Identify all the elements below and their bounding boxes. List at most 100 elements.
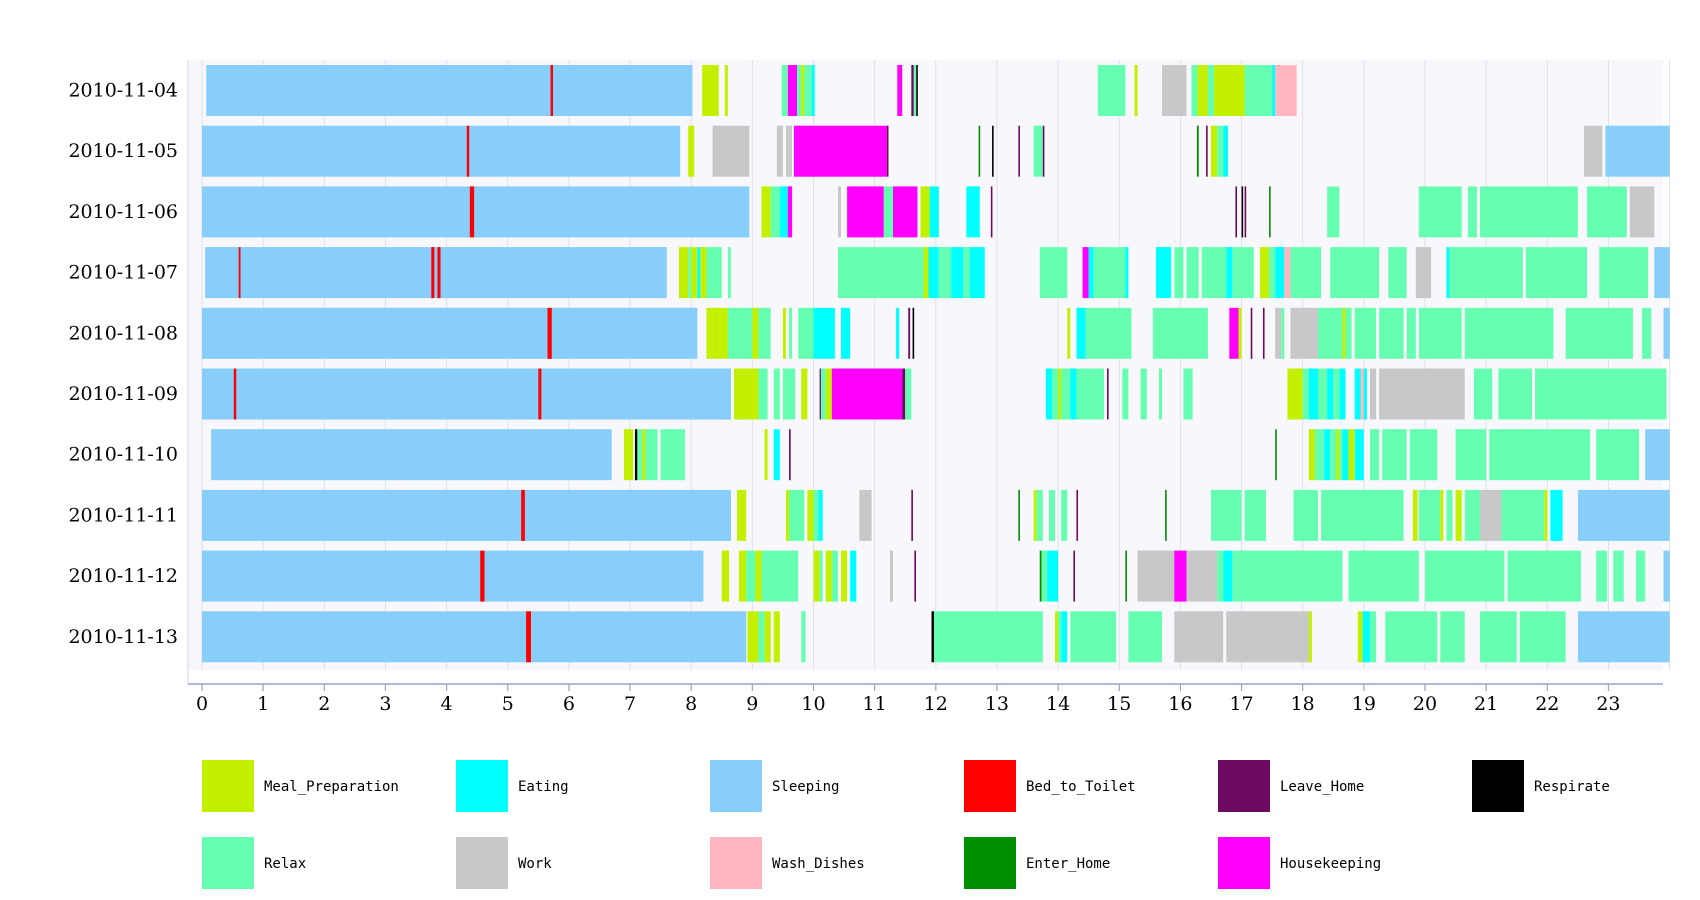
activity-segment <box>1047 550 1059 602</box>
legend-item: Work <box>456 837 552 889</box>
activity-segment <box>202 489 731 541</box>
tick-label: 18 <box>1291 693 1315 715</box>
activity-segment <box>785 489 790 541</box>
activity-segment <box>1128 611 1163 663</box>
tick-label: 12 <box>924 693 948 715</box>
activity-segment <box>781 65 788 116</box>
activity-segment <box>905 368 912 420</box>
activity-segment <box>1583 125 1603 177</box>
activity-segment <box>801 368 808 420</box>
tick-label: 10 <box>801 693 825 715</box>
activity-segment <box>721 550 730 602</box>
activity-segment <box>1165 489 1167 541</box>
activity-segment <box>202 550 704 602</box>
activity-segment <box>1293 489 1318 541</box>
day-row <box>202 489 1670 541</box>
activity-segment <box>1235 186 1238 238</box>
activity-segment <box>1287 368 1303 420</box>
activity-segment <box>1577 611 1670 663</box>
activity-segment <box>1501 489 1545 541</box>
activity-segment <box>798 307 814 359</box>
legend-label: Relax <box>264 856 306 872</box>
day-row <box>202 307 1670 359</box>
activity-segment <box>1039 550 1042 602</box>
activity-segment <box>437 247 441 299</box>
activity-segment <box>1663 307 1670 359</box>
legend-item: Respirate <box>1472 760 1610 812</box>
day-label: 2010-11-07 <box>68 262 178 284</box>
activity-segment <box>787 65 797 116</box>
activity-segment <box>691 247 698 299</box>
tick-label: 8 <box>685 693 697 715</box>
activity-segment <box>1055 611 1059 663</box>
legend-label: Leave_Home <box>1280 779 1364 795</box>
activity-segment <box>761 186 771 238</box>
activity-segment <box>793 125 887 177</box>
day-label: 2010-11-12 <box>68 565 178 587</box>
activity-segment <box>1587 186 1627 238</box>
activity-segment <box>796 65 802 116</box>
day-row <box>211 429 1670 481</box>
activity-segment <box>1369 429 1380 481</box>
activity-segment <box>1070 368 1077 420</box>
activity-segment <box>1317 307 1343 359</box>
activity-segment <box>785 125 793 177</box>
activity-segment <box>1418 489 1441 541</box>
activity-segment <box>1409 429 1438 481</box>
legend-item: Leave_Home <box>1218 760 1364 812</box>
activity-segment <box>1446 247 1450 299</box>
activity-segment <box>923 247 929 299</box>
activity-segment <box>1464 307 1554 359</box>
legend-swatch <box>202 760 254 812</box>
activity-segment <box>779 186 788 238</box>
activity-segment <box>992 125 994 177</box>
activity-segment <box>1308 611 1312 663</box>
activity-segment <box>1275 429 1277 481</box>
activity-segment <box>1339 429 1343 481</box>
activity-segment <box>678 247 689 299</box>
activity-segment <box>914 550 916 602</box>
activity-segment <box>1191 65 1198 116</box>
activity-segment <box>782 368 796 420</box>
activity-segment <box>1327 186 1340 238</box>
day-label: 2010-11-13 <box>68 626 178 648</box>
activity-segment <box>1275 247 1285 299</box>
activity-segment <box>896 307 900 359</box>
activity-segment <box>1455 489 1462 541</box>
activity-segment <box>758 368 768 420</box>
activity-segment <box>1214 65 1245 116</box>
activity-segment <box>1629 186 1655 238</box>
activity-segment <box>1244 65 1273 116</box>
day-row <box>202 611 1670 663</box>
activity-segment <box>1369 611 1377 663</box>
activity-segment <box>1308 429 1315 481</box>
activity-segment <box>202 186 750 238</box>
activity-segment <box>1535 368 1667 420</box>
activity-segment <box>634 429 638 481</box>
activity-segment <box>1217 550 1224 602</box>
activity-segment <box>825 368 832 420</box>
activity-segment <box>1186 247 1199 299</box>
activity-segment <box>773 368 780 420</box>
activity-segment <box>1369 368 1377 420</box>
day-label: 2010-11-04 <box>68 80 178 102</box>
activity-segment <box>1314 429 1325 481</box>
activity-segment <box>1262 307 1265 359</box>
activity-segment <box>752 307 759 359</box>
activity-segment <box>538 368 542 420</box>
activity-segment <box>1183 368 1193 420</box>
activity-segment <box>1635 550 1646 602</box>
activity-segment <box>1363 368 1367 420</box>
activity-segment <box>1223 550 1233 602</box>
tick-label: 15 <box>1107 693 1131 715</box>
x-axis-ticks: 0 1 2 3 4 5 6 7 8 9 10 11 12 13 14 15 16 17 18 19 20 21 22 23 <box>196 684 1621 715</box>
activity-segment <box>706 307 713 359</box>
activity-segment <box>1336 429 1340 481</box>
legend-swatch <box>202 837 254 889</box>
activity-segment <box>912 307 915 359</box>
activity-segment <box>820 368 826 420</box>
activity-segment <box>1226 247 1233 299</box>
activity-segment <box>1067 307 1071 359</box>
activity-segment <box>1174 611 1224 663</box>
activity-segment <box>700 247 707 299</box>
